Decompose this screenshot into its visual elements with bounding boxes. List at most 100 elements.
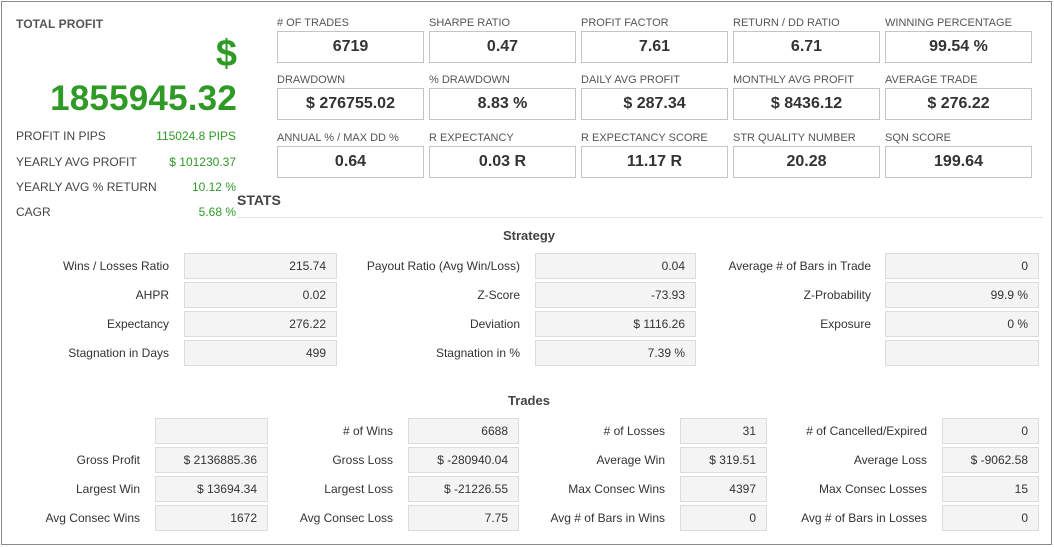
- stat-value: 276.22: [184, 311, 337, 337]
- metric-label: STR QUALITY NUMBER: [733, 132, 856, 144]
- stat-label: Avg # of Bars in Wins: [550, 511, 666, 525]
- stat-value: 4397: [680, 476, 767, 502]
- profit-in-pips-label: PROFIT IN PIPS: [16, 129, 106, 143]
- stat-value: $ -9062.58: [942, 447, 1039, 473]
- metric-return-dd-ratio: RETURN / DD RATIO 6.71: [733, 16, 880, 63]
- metric-winning-percentage: WINNING PERCENTAGE 99.54 %: [885, 16, 1032, 63]
- strategy-heading: Strategy: [502, 228, 556, 243]
- total-profit-title: TOTAL PROFIT: [16, 17, 104, 31]
- metric-label: % DRAWDOWN: [429, 74, 510, 86]
- stat-value: 0 %: [885, 311, 1039, 337]
- metric-value: $ 8436.12: [733, 88, 880, 120]
- metric-label: RETURN / DD RATIO: [733, 17, 840, 29]
- stat-value: $ 1116.26: [535, 311, 696, 337]
- metric-value: 6.71: [733, 31, 880, 63]
- yearly-avg-profit-label: YEARLY AVG PROFIT: [16, 155, 137, 169]
- stat-value: $ -280940.04: [408, 447, 519, 473]
- metric-value: $ 276755.02: [277, 88, 424, 120]
- stat-value: 0.04: [535, 253, 696, 279]
- stat-label: # of Cancelled/Expired: [806, 424, 927, 438]
- stat-label: Gross Loss: [332, 453, 393, 467]
- yearly-avg-profit-value: $ 101230.37: [169, 155, 236, 169]
- metric-value: 6719: [277, 31, 424, 63]
- stat-value: -73.93: [535, 282, 696, 308]
- cagr-value: 5.68 %: [198, 205, 236, 219]
- metric-value: $ 287.34: [581, 88, 728, 120]
- metric-value: 7.61: [581, 31, 728, 63]
- stat-label: Gross Profit: [76, 453, 140, 467]
- metric-value: 0.47: [429, 31, 576, 63]
- stat-value: 0: [680, 505, 767, 531]
- currency-symbol: $: [215, 33, 237, 75]
- stat-label: Stagnation in Days: [68, 346, 169, 360]
- metric-label: WINNING PERCENTAGE: [885, 17, 1012, 29]
- stat-label: [12, 418, 140, 444]
- stat-label: Expectancy: [106, 317, 169, 331]
- cagr-label: CAGR: [16, 205, 51, 219]
- yearly-avg-return-value: 10.12 %: [191, 180, 236, 194]
- stat-value: 0: [885, 253, 1039, 279]
- stats-heading: STATS: [237, 192, 281, 208]
- yearly-avg-return-label: YEARLY AVG % RETURN: [16, 180, 157, 194]
- metric-percent-drawdown: % DRAWDOWN 8.83 %: [429, 73, 576, 120]
- stat-label: Largest Loss: [324, 482, 393, 496]
- metric-value: 99.54 %: [885, 31, 1032, 63]
- stat-value: 15: [942, 476, 1039, 502]
- stat-value: $ 13694.34: [155, 476, 268, 502]
- metric-sqn-score: SQN SCORE 199.64: [885, 131, 1032, 178]
- stat-label: Average Win: [596, 453, 665, 467]
- metric-label: PROFIT FACTOR: [581, 17, 669, 29]
- metric-value: 8.83 %: [429, 88, 576, 120]
- stat-value: $ 2136885.36: [155, 447, 268, 473]
- stat-value: 0.02: [184, 282, 337, 308]
- metric-value: 0.03 R: [429, 146, 576, 178]
- metric-label: # OF TRADES: [277, 17, 349, 29]
- stat-label: [697, 340, 871, 366]
- stat-label: # of Wins: [342, 424, 393, 438]
- stat-value: $ -21226.55: [408, 476, 519, 502]
- metric-label: R EXPECTANCY SCORE: [581, 132, 708, 144]
- stat-value: [155, 418, 268, 444]
- metric-label: SHARPE RATIO: [429, 17, 511, 29]
- metric-label: SQN SCORE: [885, 132, 952, 144]
- stat-label: Avg Consec Wins: [45, 511, 140, 525]
- stat-value: 215.74: [184, 253, 337, 279]
- stat-label: Exposure: [820, 317, 871, 331]
- metric-annual-max-dd: ANNUAL % / MAX DD % 0.64: [277, 131, 424, 178]
- stats-divider: [237, 217, 1043, 218]
- metric-label: AVERAGE TRADE: [885, 74, 978, 86]
- metric-value: 20.28: [733, 146, 880, 178]
- stat-label: Max Consec Wins: [568, 482, 665, 496]
- stat-value: 7.75: [408, 505, 519, 531]
- metric-label: DRAWDOWN: [277, 74, 346, 86]
- stat-value: [885, 340, 1039, 366]
- metric-value: 199.64: [885, 146, 1032, 178]
- stat-label: Avg # of Bars in Losses: [801, 511, 927, 525]
- metric-r-expectancy-score: R EXPECTANCY SCORE 11.17 R: [581, 131, 728, 178]
- stat-value: 0: [942, 418, 1039, 444]
- profit-in-pips-value: 115024.8 PIPS: [156, 129, 236, 143]
- stat-value: $ 319.51: [680, 447, 767, 473]
- stat-value: 7.39 %: [535, 340, 696, 366]
- stat-label: Average # of Bars in Trade: [728, 259, 871, 273]
- stat-label: Average Loss: [853, 453, 927, 467]
- metric-trades: # OF TRADES 6719: [277, 16, 424, 63]
- metric-monthly-avg-profit: MONTHLY AVG PROFIT $ 8436.12: [733, 73, 880, 120]
- stat-value: 499: [184, 340, 337, 366]
- stat-label: Payout Ratio (Avg Win/Loss): [366, 259, 520, 273]
- stat-value: 1672: [155, 505, 268, 531]
- metric-label: ANNUAL % / MAX DD %: [277, 132, 399, 144]
- stat-label: Max Consec Losses: [818, 482, 927, 496]
- stat-value: 31: [680, 418, 767, 444]
- metric-profit-factor: PROFIT FACTOR 7.61: [581, 16, 728, 63]
- metric-drawdown: DRAWDOWN $ 276755.02: [277, 73, 424, 120]
- metric-value: 0.64: [277, 146, 424, 178]
- metric-str-quality-number: STR QUALITY NUMBER 20.28: [733, 131, 880, 178]
- stat-value: 6688: [408, 418, 519, 444]
- trades-heading: Trades: [508, 393, 550, 408]
- stat-label: Z-Score: [477, 288, 520, 302]
- metric-value: $ 276.22: [885, 88, 1032, 120]
- metric-sharpe-ratio: SHARPE RATIO 0.47: [429, 16, 576, 63]
- metric-value: 11.17 R: [581, 146, 728, 178]
